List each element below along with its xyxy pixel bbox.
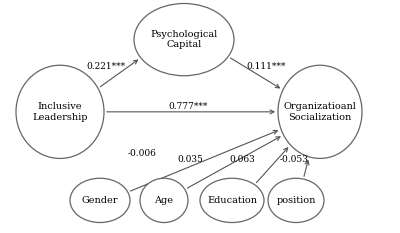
Text: Education: Education [207,196,257,205]
Text: Psychological
Capital: Psychological Capital [150,30,218,49]
Text: Inclusive
Leadership: Inclusive Leadership [32,102,88,122]
Ellipse shape [16,65,104,158]
Ellipse shape [200,178,264,223]
Ellipse shape [70,178,130,223]
Text: 0.063: 0.063 [229,155,255,164]
Text: position: position [276,196,316,205]
Text: Gender: Gender [82,196,118,205]
Text: 0.221***: 0.221*** [86,62,126,71]
Text: Age: Age [154,196,174,205]
Text: -0.053: -0.053 [280,155,308,164]
Text: -0.006: -0.006 [128,149,156,158]
Text: 0.777***: 0.777*** [168,102,208,110]
Ellipse shape [268,178,324,223]
Ellipse shape [134,3,234,76]
Ellipse shape [140,178,188,223]
Text: 0.035: 0.035 [177,155,203,164]
Text: Organizatioanl
Socialization: Organizatioanl Socialization [284,102,356,122]
Ellipse shape [278,65,362,158]
Text: 0.111***: 0.111*** [246,62,286,71]
